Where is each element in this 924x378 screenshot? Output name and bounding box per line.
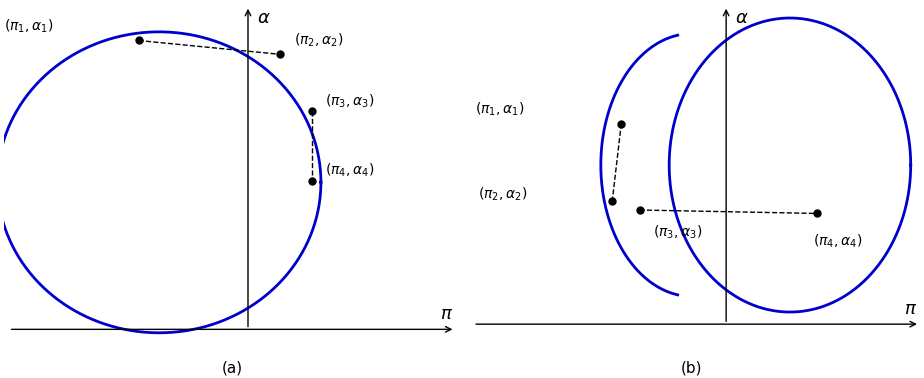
Text: $(\pi_4, \alpha_4)$: $(\pi_4, \alpha_4)$ — [813, 232, 862, 250]
Text: $\alpha$: $\alpha$ — [736, 9, 748, 27]
Text: $(\pi_4, \alpha_4)$: $(\pi_4, \alpha_4)$ — [325, 161, 375, 179]
Text: $(\pi_2, \alpha_2)$: $(\pi_2, \alpha_2)$ — [294, 32, 343, 49]
Text: (a): (a) — [222, 361, 243, 375]
Text: $(\pi_1, \alpha_1)$: $(\pi_1, \alpha_1)$ — [5, 18, 54, 36]
Text: $(\pi_2, \alpha_2)$: $(\pi_2, \alpha_2)$ — [478, 186, 527, 203]
Text: $(\pi_1, \alpha_1)$: $(\pi_1, \alpha_1)$ — [476, 101, 525, 118]
Text: $\pi$: $\pi$ — [440, 305, 453, 323]
Text: $\pi$: $\pi$ — [905, 300, 918, 318]
Text: $(\pi_3, \alpha_3)$: $(\pi_3, \alpha_3)$ — [653, 224, 702, 241]
Text: (b): (b) — [681, 361, 703, 375]
Text: $(\pi_3, \alpha_3)$: $(\pi_3, \alpha_3)$ — [325, 92, 375, 110]
Text: $\alpha$: $\alpha$ — [257, 9, 271, 27]
